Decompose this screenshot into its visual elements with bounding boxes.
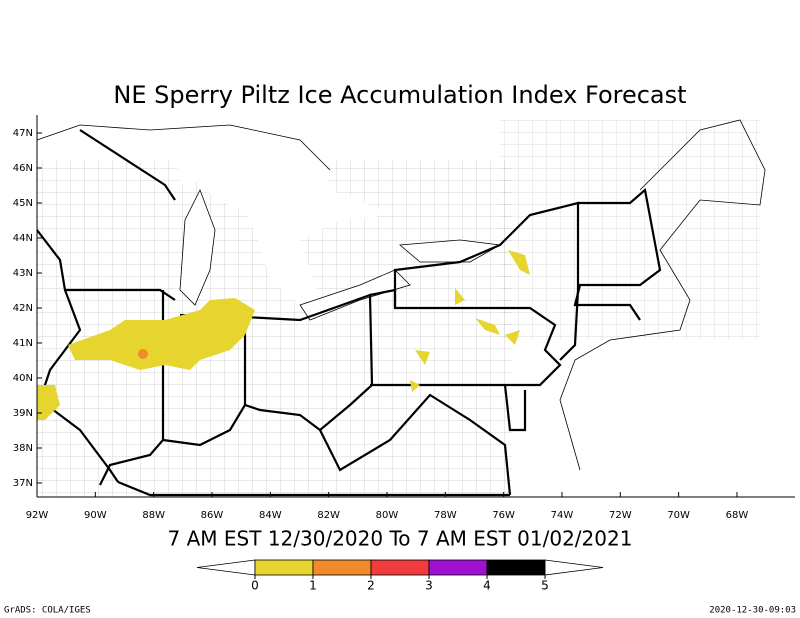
lat-label: 40N: [13, 373, 33, 384]
lon-label: 74W: [551, 510, 574, 521]
lon-axis: 92W 90W 88W 86W 84W 82W 80W 78W 76W 74W 72W 70W 68W: [26, 492, 795, 521]
colorbar-segment: [370, 559, 430, 576]
ice-area: [68, 298, 255, 370]
lat-label: 39N: [13, 408, 33, 419]
lon-label: 86W: [201, 510, 224, 521]
lon-label: 70W: [667, 510, 690, 521]
lon-label: 72W: [609, 510, 632, 521]
colorbar-over: [544, 559, 604, 576]
colorbar-segment: [312, 559, 372, 576]
colorbar-segment: [254, 559, 314, 576]
lat-label: 47N: [13, 128, 33, 139]
lon-label: 76W: [492, 510, 515, 521]
lat-label: 41N: [13, 338, 33, 349]
colorbar-label: 5: [541, 579, 549, 593]
lakes: [175, 130, 390, 305]
lon-label: 82W: [317, 510, 340, 521]
colorbar-label: 2: [367, 579, 375, 593]
lon-label: 88W: [142, 510, 165, 521]
lake-erie: [299, 269, 411, 321]
lon-label: 78W: [434, 510, 457, 521]
colorbar: 0 1 2 3 4 5: [196, 559, 604, 593]
lat-label: 42N: [13, 303, 33, 314]
subtitle: 7 AM EST 12/30/2020 To 7 AM EST 01/02/20…: [168, 527, 633, 551]
colorbar-under: [196, 559, 256, 576]
colorbar-segment: [486, 559, 546, 576]
colorbar-label: 4: [483, 579, 491, 593]
lat-label: 38N: [13, 443, 33, 454]
basemap: [36, 119, 766, 497]
lat-axis: 47N 46N 45N 44N 43N 42N 41N 40N 39N 38N 37N: [13, 115, 42, 497]
footer-right: 2020-12-30-09:03: [709, 606, 796, 616]
lon-label: 90W: [84, 510, 107, 521]
lat-label: 44N: [13, 233, 33, 244]
colorbar-label: 1: [309, 579, 317, 593]
county-grid: [500, 120, 760, 340]
footer-left: GrADS: COLA/IGES: [4, 606, 91, 616]
lon-label: 80W: [376, 510, 399, 521]
lon-label: 92W: [26, 510, 49, 521]
lon-label: 84W: [259, 510, 282, 521]
lat-label: 45N: [13, 198, 33, 209]
lon-label: 68W: [726, 510, 749, 521]
ice-area: [138, 349, 148, 359]
colorbar-segment: [428, 559, 488, 576]
lake-michigan: [179, 189, 216, 306]
lat-label: 46N: [13, 163, 33, 174]
ice-area: [37, 385, 60, 420]
lat-label: 43N: [13, 268, 33, 279]
ice-area: [410, 250, 530, 392]
title: NE Sperry Piltz Ice Accumulation Index F…: [113, 81, 686, 109]
lat-label: 37N: [13, 478, 33, 489]
colorbar-label: 0: [251, 579, 259, 593]
colorbar-label: 3: [425, 579, 433, 593]
